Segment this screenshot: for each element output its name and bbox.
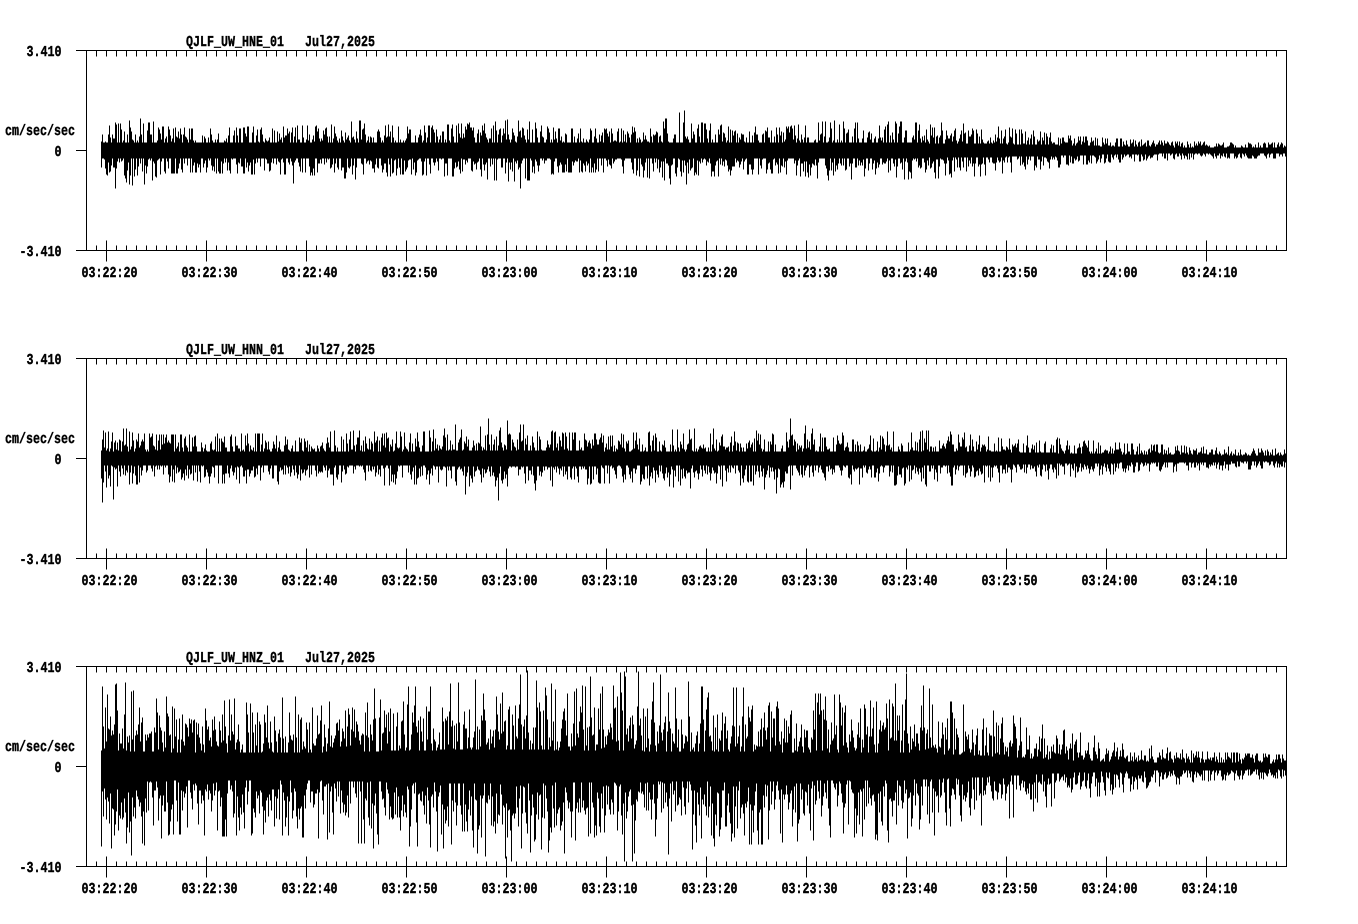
svg-text:03:23:30: 03:23:30	[782, 880, 838, 898]
svg-text:-3.410: -3.410	[20, 243, 62, 261]
svg-text:03:22:20: 03:22:20	[82, 264, 138, 282]
svg-text:03:24:00: 03:24:00	[1082, 572, 1138, 590]
svg-text:03:22:40: 03:22:40	[282, 572, 338, 590]
svg-text:QJLF_UW_HNE_01 Jul27,2025: QJLF_UW_HNE_01 Jul27,2025	[186, 33, 375, 51]
svg-text:QJLF_UW_HNN_01 Jul27,2025: QJLF_UW_HNN_01 Jul27,2025	[186, 341, 375, 359]
svg-text:03:23:10: 03:23:10	[582, 880, 638, 898]
svg-text:03:24:00: 03:24:00	[1082, 264, 1138, 282]
svg-text:03:22:50: 03:22:50	[382, 880, 438, 898]
svg-text:03:23:50: 03:23:50	[982, 572, 1038, 590]
svg-text:03:23:50: 03:23:50	[982, 264, 1038, 282]
svg-text:-3.410: -3.410	[20, 859, 62, 877]
svg-text:0: 0	[55, 451, 62, 469]
svg-text:-3.410: -3.410	[20, 551, 62, 569]
svg-text:0: 0	[55, 143, 62, 161]
svg-text:03:23:30: 03:23:30	[782, 572, 838, 590]
svg-text:03:23:40: 03:23:40	[882, 880, 938, 898]
svg-text:03:23:00: 03:23:00	[482, 880, 538, 898]
svg-text:3.410: 3.410	[27, 659, 62, 677]
svg-text:03:24:10: 03:24:10	[1182, 880, 1238, 898]
svg-text:QJLF_UW_HNZ_01 Jul27,2025: QJLF_UW_HNZ_01 Jul27,2025	[186, 649, 375, 667]
svg-text:03:24:10: 03:24:10	[1182, 572, 1238, 590]
svg-text:03:24:00: 03:24:00	[1082, 880, 1138, 898]
svg-text:03:22:50: 03:22:50	[382, 264, 438, 282]
svg-text:03:23:30: 03:23:30	[782, 264, 838, 282]
svg-text:03:23:20: 03:23:20	[682, 880, 738, 898]
svg-text:3.410: 3.410	[27, 351, 62, 369]
svg-text:03:23:40: 03:23:40	[882, 264, 938, 282]
svg-text:03:23:10: 03:23:10	[582, 264, 638, 282]
svg-text:03:23:20: 03:23:20	[682, 264, 738, 282]
svg-text:03:23:50: 03:23:50	[982, 880, 1038, 898]
svg-text:3.410: 3.410	[27, 43, 62, 61]
svg-text:03:22:20: 03:22:20	[82, 880, 138, 898]
svg-text:cm/sec/sec: cm/sec/sec	[5, 430, 75, 448]
svg-text:03:22:30: 03:22:30	[182, 264, 238, 282]
svg-text:03:23:00: 03:23:00	[482, 264, 538, 282]
svg-text:03:23:20: 03:23:20	[682, 572, 738, 590]
svg-text:03:23:00: 03:23:00	[482, 572, 538, 590]
svg-text:cm/sec/sec: cm/sec/sec	[5, 738, 75, 756]
svg-text:03:23:40: 03:23:40	[882, 572, 938, 590]
svg-text:03:23:10: 03:23:10	[582, 572, 638, 590]
svg-text:03:22:40: 03:22:40	[282, 264, 338, 282]
svg-text:0: 0	[55, 759, 62, 777]
svg-text:03:22:30: 03:22:30	[182, 572, 238, 590]
svg-text:03:22:20: 03:22:20	[82, 572, 138, 590]
svg-text:03:22:50: 03:22:50	[382, 572, 438, 590]
svg-text:03:22:30: 03:22:30	[182, 880, 238, 898]
svg-text:03:22:40: 03:22:40	[282, 880, 338, 898]
svg-text:03:24:10: 03:24:10	[1182, 264, 1238, 282]
svg-text:cm/sec/sec: cm/sec/sec	[5, 122, 75, 140]
